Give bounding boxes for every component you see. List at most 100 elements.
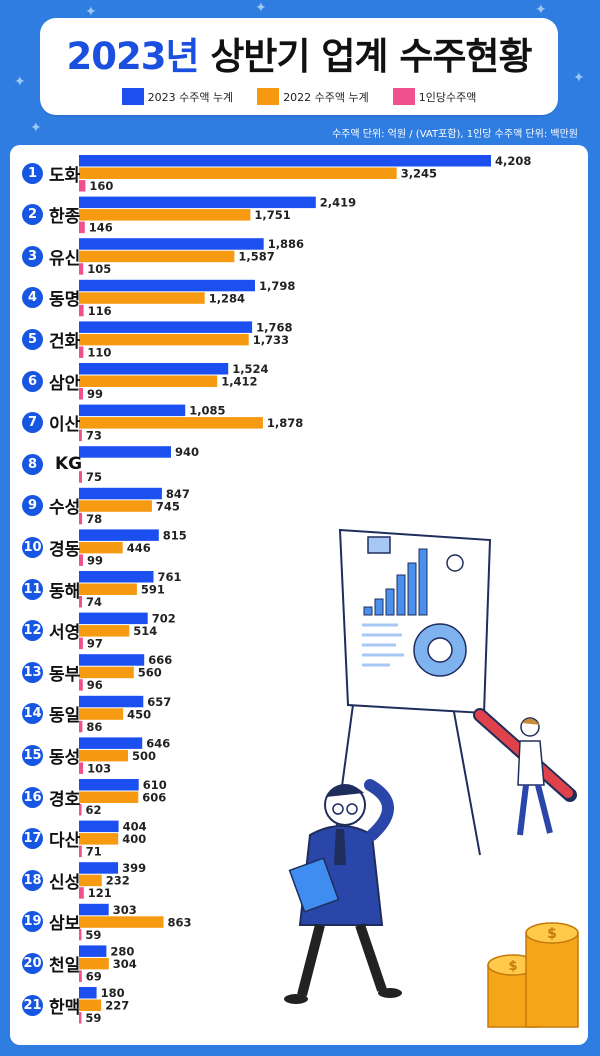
data-label: 450 [127, 707, 151, 721]
data-label: 761 [158, 570, 182, 584]
data-label: 666 [148, 653, 172, 667]
bar-2022 [79, 874, 102, 887]
bar-2022 [79, 791, 139, 803]
bar-2023 [79, 695, 144, 708]
bar-per-person [79, 887, 84, 899]
sparkle-icon: ✦ [535, 2, 547, 18]
bar-2022 [79, 375, 218, 387]
bar-per-person [79, 845, 82, 858]
category-label: 14 동일 [22, 702, 80, 726]
svg-text:$: $ [508, 959, 517, 974]
category-label: 16 경호 [22, 785, 81, 810]
bar-2022 [79, 250, 235, 263]
rank-badge: 16 [22, 786, 43, 808]
legend: 2023 수주액 누계 2022 수주액 누계 1인당수주액 [40, 88, 558, 105]
data-label: 591 [141, 583, 165, 597]
rank-badge: 14 [22, 703, 43, 725]
illustration: $ $ [284, 528, 579, 1028]
bar-2022 [79, 167, 397, 179]
bar-per-person [79, 762, 84, 774]
bar-per-person [79, 512, 83, 525]
bar-2023 [79, 155, 491, 167]
category-label: 9 수성 [22, 494, 80, 518]
data-label: 400 [122, 832, 146, 846]
data-label: 62 [86, 803, 102, 817]
category-label: 13 동부 [22, 660, 81, 685]
rank-badge: 18 [22, 869, 43, 891]
company-name: 한맥 [49, 997, 81, 1018]
category-label: 20 천일 [22, 951, 80, 976]
legend-swatch [392, 88, 415, 105]
bar-per-person [79, 1012, 82, 1024]
category-label: 2 한종 [22, 203, 80, 227]
legend-item-2023: 2023 수주액 누계 [121, 88, 234, 105]
page-title: 2023년 상반기 업계 수주현황 [40, 26, 558, 80]
presentation-board-illustration [329, 528, 492, 876]
data-label: 280 [110, 944, 134, 958]
data-label: 646 [146, 736, 170, 750]
category-label: 1 도화 [22, 161, 81, 186]
data-label: 86 [86, 720, 102, 734]
company-name: 경호 [49, 789, 81, 810]
data-label: 1,878 [267, 416, 303, 430]
category-label: 7 이산 [22, 411, 80, 435]
data-label: 500 [132, 749, 156, 763]
data-label: 99 [87, 553, 103, 567]
bar-2022 [79, 666, 134, 679]
company-name: 다산 [49, 831, 81, 852]
data-label: 110 [87, 345, 111, 359]
data-label: 160 [89, 179, 113, 193]
company-name: 동일 [49, 706, 81, 727]
category-label: 4 동명 [22, 286, 80, 310]
bar-per-person [79, 346, 84, 358]
legend-label: 1인당수주액 [418, 90, 477, 104]
category-label: 18 신성 [22, 868, 80, 893]
company-name: 도화 [49, 165, 81, 186]
company-name: 수성 [49, 498, 81, 519]
bar-2023 [79, 945, 107, 957]
data-label: 146 [89, 221, 113, 235]
data-label: 514 [133, 624, 157, 638]
bar-2023 [79, 279, 255, 292]
rank-badge: 1 [22, 162, 43, 184]
legend-label: 2023 수주액 누계 [147, 90, 234, 104]
rank-badge: 19 [22, 911, 43, 933]
data-label: 940 [175, 445, 199, 459]
data-label: 103 [87, 761, 111, 775]
man-thinking-illustration [284, 779, 402, 1004]
data-label: 745 [156, 499, 180, 513]
data-label: 304 [113, 957, 137, 971]
rank-badge: 3 [22, 245, 43, 267]
company-name: 동부 [49, 664, 81, 685]
data-label: 657 [147, 695, 171, 709]
data-label: 303 [113, 903, 137, 917]
data-label: 1,587 [238, 250, 274, 264]
company-name: 경동 [49, 539, 81, 560]
company-name: 한종 [49, 207, 81, 228]
data-label: 560 [138, 666, 162, 680]
data-label: 606 [142, 791, 166, 805]
data-label: 97 [87, 637, 103, 651]
company-name: 서영 [49, 623, 81, 644]
category-label: 6 삼안 [22, 369, 80, 394]
bar-2023 [79, 987, 97, 999]
bar-per-person [79, 596, 82, 608]
bar-2022 [79, 333, 249, 346]
bar-2023 [79, 321, 253, 333]
sparkle-icon: ✦ [573, 70, 585, 86]
bar-2023 [79, 363, 229, 375]
title-text: 상반기 업계 수주현황 [210, 35, 532, 78]
data-label: 73 [86, 429, 102, 443]
data-label: 105 [87, 262, 111, 276]
bar-per-person [79, 679, 83, 691]
category-label: 21 한맥 [22, 993, 81, 1018]
bar-2023 [79, 238, 264, 250]
company-name: 건화 [49, 331, 81, 352]
rank-badge: 13 [22, 661, 43, 683]
bar-2023 [79, 446, 171, 458]
bar-2023 [79, 529, 159, 541]
header-card: 2023년 상반기 업계 수주현황 2023 수주액 누계 2022 수주액 누… [40, 18, 558, 115]
data-label: 863 [168, 915, 192, 929]
rank-badge: 17 [22, 828, 43, 850]
